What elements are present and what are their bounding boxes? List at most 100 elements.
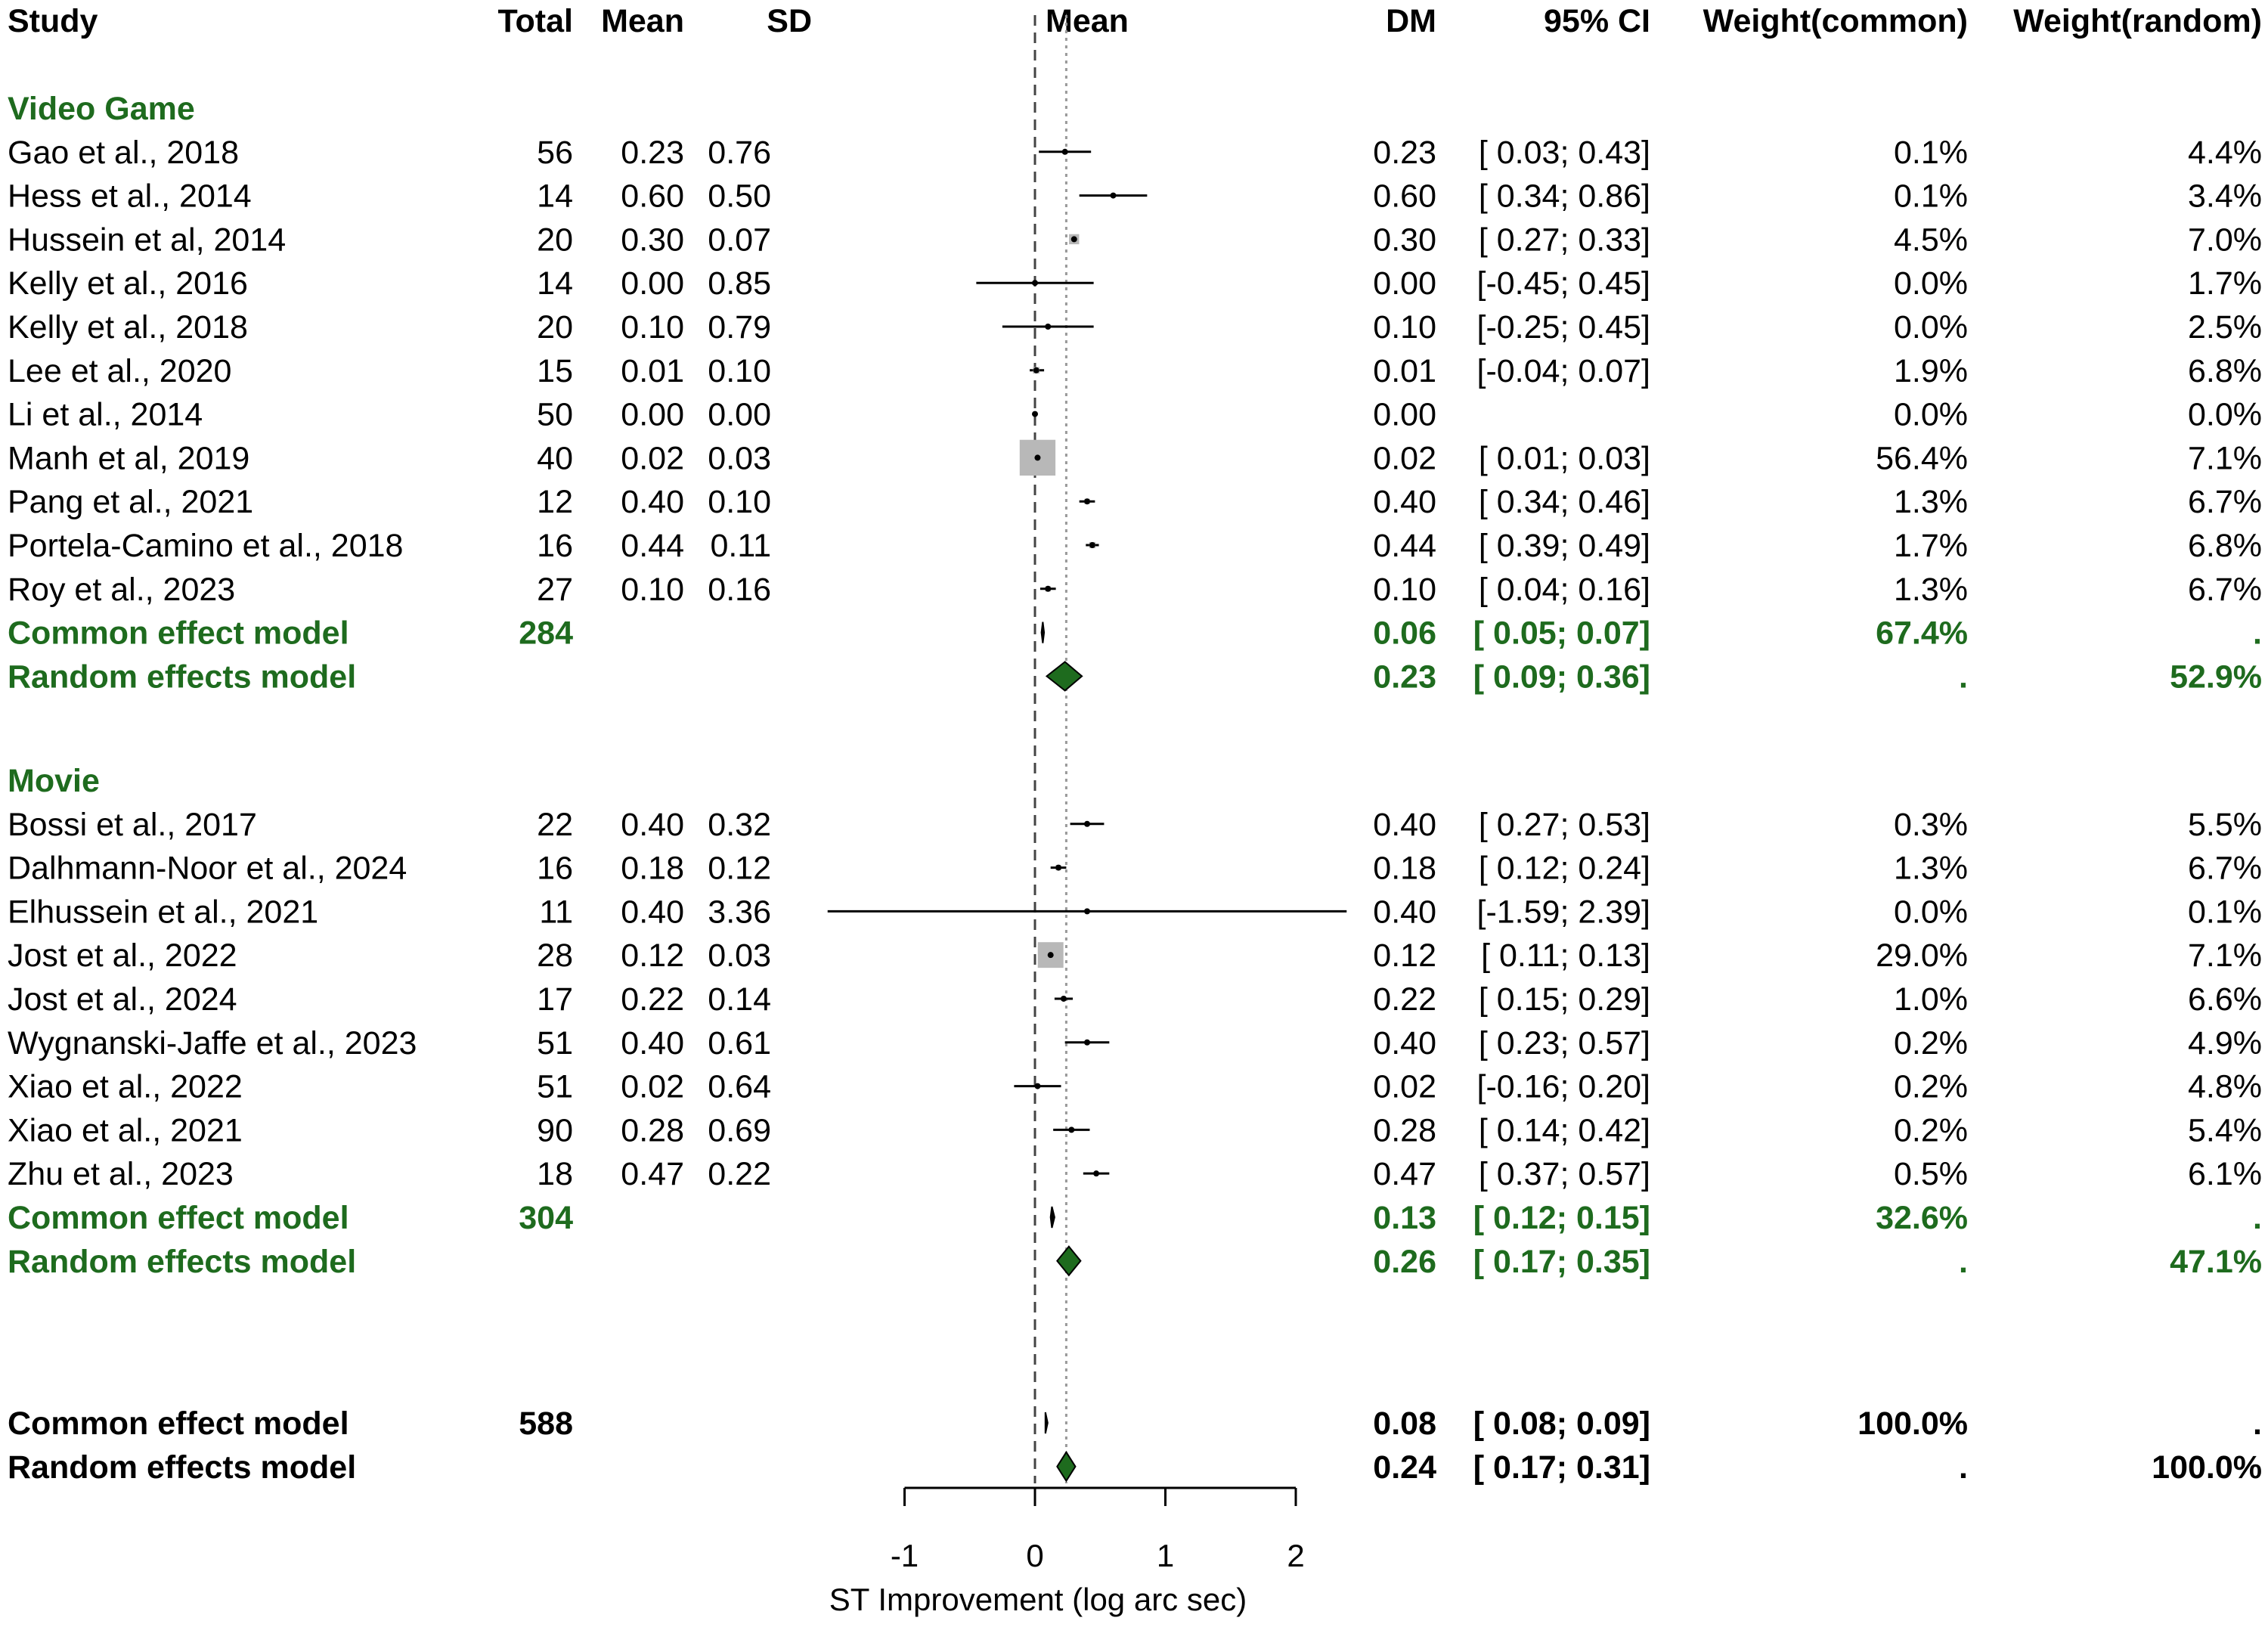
study-sd: 0.85: [708, 265, 771, 302]
study-dm: 0.40: [1373, 484, 1436, 520]
study-name: Dalhmann-Noor et al., 2024: [8, 851, 407, 887]
study-point: [1032, 280, 1038, 287]
x-axis-tick-label: -1: [891, 1538, 919, 1573]
summary-ci: [ 0.09; 0.36]: [1473, 659, 1650, 695]
x-axis-label: ST Improvement (log arc sec): [829, 1582, 1247, 1617]
study-ci: [-0.25; 0.45]: [1477, 309, 1651, 346]
study-mean: 0.47: [621, 1156, 684, 1192]
summary-weight-common: 100.0%: [1857, 1405, 1968, 1442]
study-dm: 0.12: [1373, 937, 1436, 974]
study-weight-common: 0.2%: [1894, 1112, 1968, 1148]
summary-label: Random effects model: [8, 659, 356, 695]
study-name: Hussein et al, 2014: [8, 222, 286, 258]
study-mean: 0.12: [621, 937, 684, 974]
study-name: Jost et al., 2022: [8, 937, 237, 974]
study-dm: 0.60: [1373, 178, 1436, 215]
study-weight-random: 3.4%: [2188, 178, 2262, 215]
study-sd: 0.22: [708, 1156, 771, 1192]
header-weight-random: Weight(random): [2013, 3, 2262, 39]
study-weight-common: 0.1%: [1894, 135, 1968, 171]
study-weight-common: 0.0%: [1894, 265, 1968, 302]
x-axis: ST Improvement (log arc sec) -1 0 1 2: [829, 1486, 1305, 1617]
study-dm: 0.28: [1373, 1112, 1436, 1148]
summary-weight-common: 32.6%: [1876, 1200, 1968, 1236]
study-weight-random: 0.1%: [2188, 894, 2262, 930]
study-ci: [ 0.37; 0.57]: [1479, 1156, 1650, 1192]
study-sd: 0.16: [708, 572, 771, 608]
study-mean: 0.10: [621, 572, 684, 608]
study-total: 14: [537, 178, 573, 215]
study-point: [1068, 1127, 1075, 1133]
study-mean: 0.18: [621, 851, 684, 887]
study-weight-common: 1.3%: [1894, 851, 1968, 887]
study-point: [1060, 995, 1067, 1002]
study-name: Pang et al., 2021: [8, 484, 253, 520]
study-total: 90: [537, 1112, 573, 1148]
study-point: [1034, 1083, 1041, 1089]
study-weight-common: 1.9%: [1894, 353, 1968, 389]
study-total: 16: [537, 528, 573, 564]
study-total: 20: [537, 309, 573, 346]
study-weight-random: 6.8%: [2188, 528, 2262, 564]
study-mean: 0.40: [621, 1025, 684, 1061]
study-sd: 0.69: [708, 1112, 771, 1148]
random-effect-diamond: [1056, 1245, 1082, 1277]
study-mean: 0.44: [621, 528, 684, 564]
study-dm: 0.02: [1373, 440, 1436, 476]
study-ci: [ 0.27; 0.33]: [1479, 222, 1650, 258]
study-point: [1045, 324, 1052, 330]
study-sd: 0.76: [708, 135, 771, 171]
study-ci: [ 0.04; 0.16]: [1479, 572, 1650, 608]
study-name: Li et al., 2014: [8, 397, 203, 433]
study-dm: 0.10: [1373, 572, 1436, 608]
study-sd: 3.36: [708, 894, 771, 930]
study-mean: 0.23: [621, 135, 684, 171]
study-weight-common: 0.0%: [1894, 894, 1968, 930]
study-mean: 0.40: [621, 894, 684, 930]
study-ci: [ 0.39; 0.49]: [1479, 528, 1650, 564]
study-weight-common: 0.1%: [1894, 178, 1968, 215]
study-point: [1032, 411, 1038, 417]
study-name: Portela-Camino et al., 2018: [8, 528, 403, 564]
study-dm: 0.40: [1373, 894, 1436, 930]
study-total: 50: [537, 397, 573, 433]
study-ci: [-0.45; 0.45]: [1477, 265, 1651, 302]
study-ci: [-0.16; 0.20]: [1477, 1069, 1651, 1105]
study-weight-common: 0.3%: [1894, 807, 1968, 843]
study-dm: 0.44: [1373, 528, 1436, 564]
study-sd: 0.64: [708, 1069, 771, 1105]
study-ci: [-0.04; 0.07]: [1477, 353, 1651, 389]
study-weight-random: 4.8%: [2188, 1069, 2262, 1105]
study-ci: [ 0.12; 0.24]: [1479, 851, 1650, 887]
study-weight-random: 6.1%: [2188, 1156, 2262, 1192]
header-weight-common: Weight(common): [1703, 3, 1968, 39]
study-total: 51: [537, 1069, 573, 1105]
summary-ci: [ 0.12; 0.15]: [1473, 1200, 1650, 1236]
study-total: 11: [539, 894, 573, 930]
summary-ci: [ 0.05; 0.07]: [1473, 615, 1650, 652]
summary-weight-random: .: [2253, 1405, 2262, 1442]
study-weight-random: 5.4%: [2188, 1112, 2262, 1148]
study-dm: 0.40: [1373, 1025, 1436, 1061]
header-dm: DM: [1386, 3, 1436, 39]
study-ci: [ 0.27; 0.53]: [1479, 807, 1650, 843]
forest-rows: Video Game Gao et al., 2018 56 0.23 0.76 0.23…: [8, 91, 2262, 1486]
study-weight-random: 2.5%: [2188, 309, 2262, 346]
summary-weight-random: .: [2253, 1200, 2262, 1236]
summary-dm: 0.23: [1373, 659, 1436, 695]
summary-weight-random: 47.1%: [2170, 1244, 2262, 1280]
summary-dm: 0.26: [1373, 1244, 1436, 1280]
summary-dm: 0.06: [1373, 615, 1436, 652]
study-mean: 0.10: [621, 309, 684, 346]
reference-lines: [1033, 15, 1067, 1483]
study-weight-random: 6.7%: [2188, 484, 2262, 520]
study-sd: 0.00: [708, 397, 771, 433]
study-point: [1110, 192, 1117, 199]
study-dm: 0.02: [1373, 1069, 1436, 1105]
study-weight-random: 7.1%: [2188, 440, 2262, 476]
study-weight-random: 5.5%: [2188, 807, 2262, 843]
study-point: [1084, 498, 1090, 505]
study-name: Wygnanski-Jaffe et al., 2023: [8, 1025, 417, 1061]
x-axis-tick-label: 2: [1287, 1538, 1304, 1573]
